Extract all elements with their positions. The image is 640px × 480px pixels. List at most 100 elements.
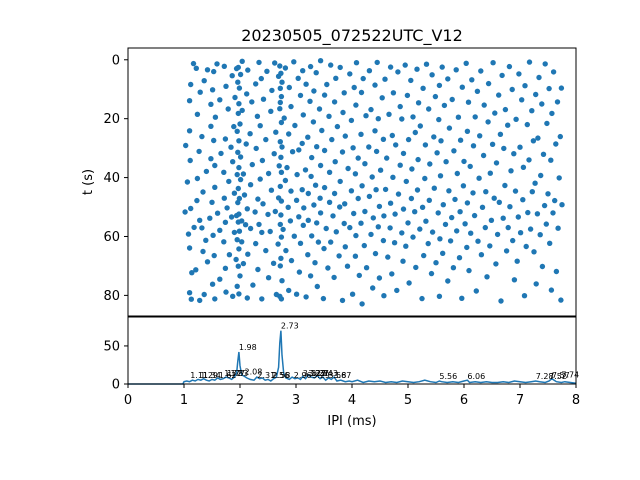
scatter-point	[279, 79, 285, 85]
scatter-point	[419, 204, 426, 210]
scatter-point	[324, 81, 330, 88]
scatter-point	[419, 295, 425, 302]
scatter-point	[234, 283, 240, 289]
y-tick-label: 0	[112, 378, 120, 393]
scatter-point	[509, 86, 515, 93]
scatter-point	[517, 230, 524, 236]
scatter-point	[340, 109, 346, 116]
scatter-point	[426, 106, 432, 112]
scatter-point	[393, 142, 399, 148]
scatter-point	[427, 161, 433, 167]
peak-annotation: 3.22	[308, 369, 326, 378]
peak-annotation: 1.29	[200, 371, 218, 380]
scatter-point	[447, 238, 454, 244]
scatter-point	[480, 152, 487, 159]
scatter-point	[436, 116, 442, 123]
peak-annotation: 6.06	[467, 372, 485, 381]
scatter-point	[440, 202, 446, 208]
peak-annotation: 7.74	[561, 370, 579, 379]
scatter-point	[440, 250, 446, 256]
scatter-point	[297, 92, 304, 99]
scatter-point	[524, 121, 530, 128]
scatter-point	[431, 134, 437, 140]
scatter-point	[259, 229, 265, 236]
scatter-point	[549, 110, 555, 117]
peak-annotation: 1.77	[227, 369, 245, 378]
scatter-point	[236, 211, 242, 217]
scatter-point	[530, 138, 537, 144]
scatter-point	[362, 208, 368, 215]
scatter-point	[321, 245, 327, 252]
scatter-point	[380, 237, 387, 244]
scatter-point	[235, 263, 241, 269]
peak-annotation: 3.58	[329, 371, 347, 380]
scatter-point	[428, 270, 435, 277]
scatter-point	[237, 71, 244, 78]
scatter-point	[545, 191, 551, 197]
scatter-point	[247, 182, 254, 188]
scatter-point	[476, 175, 482, 181]
scatter-point	[256, 59, 262, 66]
x-axis-label-ipi: IPI (ms)	[327, 414, 376, 429]
scatter-point	[244, 91, 250, 97]
scatter-point	[239, 58, 245, 64]
scatter-point	[305, 190, 311, 197]
scatter-point	[526, 59, 533, 65]
scatter-point	[221, 169, 227, 175]
scatter-point	[514, 258, 520, 264]
scatter-point	[403, 178, 409, 185]
peak-annotation: 3.27	[311, 369, 329, 378]
scatter-point	[457, 209, 463, 215]
scatter-point	[459, 84, 465, 90]
scatter-point	[496, 92, 502, 98]
peak-annotation: 7.52	[549, 372, 567, 381]
scatter-point	[218, 150, 224, 157]
scatter-point	[236, 138, 242, 144]
scatter-point	[353, 102, 359, 108]
scatter-point	[512, 188, 519, 194]
scatter-point	[403, 243, 409, 249]
scatter-point	[217, 276, 223, 282]
scatter-point	[312, 182, 319, 188]
scatter-point	[210, 232, 216, 238]
scatter-point	[182, 209, 188, 215]
scatter-point	[469, 77, 475, 83]
scatter-point	[333, 75, 339, 82]
scatter-point	[445, 278, 451, 284]
scatter-point	[405, 220, 411, 226]
peak-annotation: 3.12	[303, 369, 321, 378]
scatter-point	[503, 248, 510, 254]
bottom-plot: 1.111.291.341.621.721.771.83 1.98 2.082.31…	[103, 316, 580, 429]
scatter-point	[209, 199, 215, 205]
scatter-point	[366, 193, 373, 200]
scatter-point	[203, 168, 210, 175]
scatter-point	[535, 135, 541, 141]
scatter-point	[379, 95, 385, 101]
y-tick-label: 20	[103, 112, 120, 127]
scatter-point	[278, 296, 285, 302]
scatter-point	[319, 127, 325, 134]
scatter-point	[254, 113, 261, 120]
scatter-point	[185, 231, 192, 237]
scatter-point	[297, 240, 304, 246]
scatter-point	[533, 91, 539, 98]
scatter-point	[370, 215, 376, 221]
peak-annotation: 5.56	[439, 372, 457, 381]
scatter-point	[443, 159, 449, 165]
scatter-point	[235, 110, 241, 117]
scatter-point	[478, 68, 484, 74]
scatter-point	[209, 87, 216, 93]
scatter-point	[352, 253, 359, 259]
scatter-point	[348, 188, 355, 194]
scatter-point	[415, 100, 422, 106]
scatter-point	[317, 195, 323, 201]
peak-annotation: 1.11	[190, 371, 208, 380]
scatter-point	[265, 275, 272, 281]
scatter-point	[490, 60, 496, 66]
scatter-point	[299, 187, 305, 193]
scatter-point	[350, 145, 356, 151]
scatter-point	[277, 99, 283, 106]
scatter-point	[445, 76, 451, 82]
scatter-point	[299, 140, 305, 147]
scatter-point	[342, 133, 348, 139]
